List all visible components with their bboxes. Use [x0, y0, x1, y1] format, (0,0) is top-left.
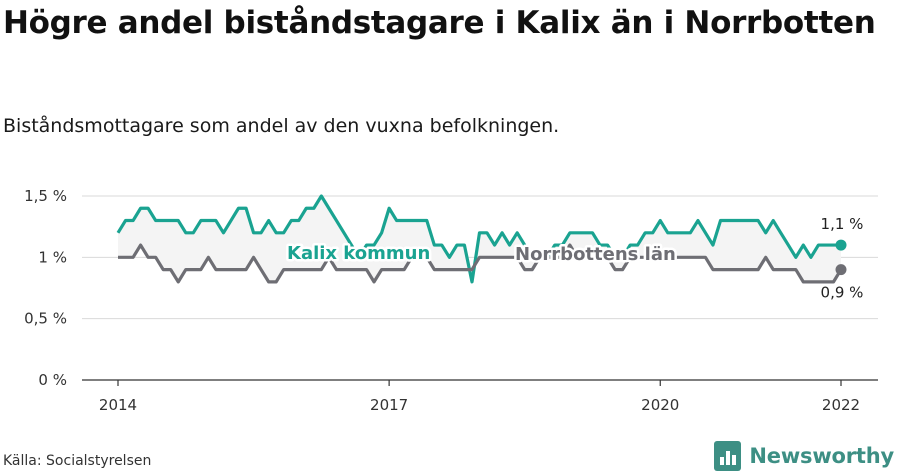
end-label-kalix: 1,1 % [821, 215, 864, 233]
line-chart: 0 % 0,5 % 1 % 1,5 % 2014 2017 2020 2022 Kalix k… [24, 187, 878, 414]
end-point-norrbotten [835, 264, 847, 276]
series-lines [116, 194, 847, 284]
chart-title: Högre andel biståndstagare i Kalix än i … [3, 5, 876, 41]
x-tick-label: 2022 [822, 396, 860, 414]
y-tick-label: 0 % [38, 371, 67, 389]
x-tick-label: 2020 [641, 396, 679, 414]
newsworthy-logo-icon [714, 441, 742, 471]
x-tick-label: 2014 [99, 396, 137, 414]
end-point-kalix [835, 239, 847, 251]
series-label-norrbotten: Norrbottens län [515, 244, 676, 265]
chart-subtitle: Biståndsmottagare som andel av den vuxna… [3, 115, 560, 137]
y-tick-label: 0,5 % [24, 310, 67, 328]
source-note: Källa: Socialstyrelsen [3, 453, 152, 469]
axes: 0 % 0,5 % 1 % 1,5 % 2014 2017 2020 2022 [24, 187, 878, 414]
series-line-kalix [116, 194, 841, 284]
y-tick-label: 1 % [38, 248, 67, 266]
brand: Newsworthy [714, 441, 894, 471]
series-labels: Kalix kommun Norrbottens län 1,1 % 0,9 % [285, 213, 866, 304]
brand-name: Newsworthy [749, 444, 894, 468]
series-label-kalix: Kalix kommun [287, 243, 430, 264]
x-tick-label: 2017 [370, 396, 408, 414]
series-line-norrbotten [118, 243, 843, 284]
y-tick-label: 1,5 % [24, 187, 67, 205]
end-label-norrbotten: 0,9 % [821, 284, 864, 302]
